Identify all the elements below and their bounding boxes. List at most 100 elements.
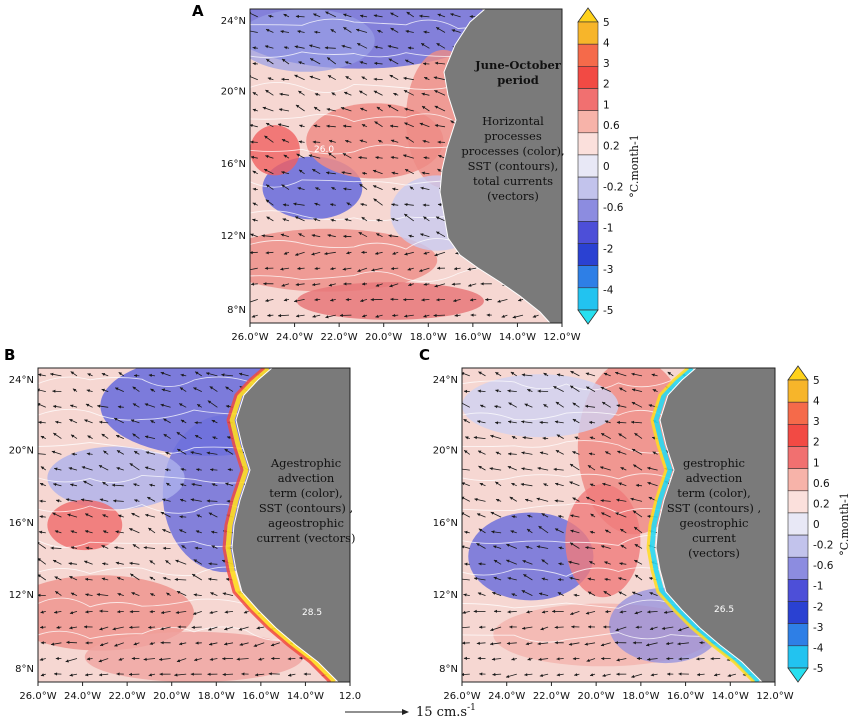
- colorbar-bin: [577, 265, 599, 289]
- colorbar-bin: [577, 43, 599, 67]
- colorbar-label: 5: [813, 375, 820, 387]
- panel-a: A June-October period Horizontal process…: [192, 2, 581, 343]
- colorbar-bin: [787, 534, 809, 558]
- colorbar-bin: [787, 379, 809, 403]
- lon-label: 22.0°W: [533, 691, 570, 702]
- colorbar-label: 2: [603, 79, 610, 91]
- reference-vector-label: 15 cm.s-1: [416, 703, 476, 720]
- panel-b: B Agestrophic advection term (color), SS…: [4, 346, 361, 702]
- colorbar-label: 3: [603, 58, 610, 70]
- lat-label: 12°N: [9, 590, 34, 601]
- lon-label: 26.0°W: [443, 691, 480, 702]
- panel-a-annotation-line-4: SST (contours),: [468, 159, 559, 173]
- colorbar-label: 2: [813, 437, 820, 449]
- lat-label: 16°N: [221, 159, 246, 170]
- colorbar-unit: °C.month-1: [628, 134, 641, 197]
- panel-c: C gestrophic advection term (color), SST…: [419, 346, 794, 702]
- panel-b-annotation-line-4: SST (contours) ,: [259, 501, 353, 515]
- lon-label: 18.0°W: [198, 691, 235, 702]
- colorbar-bin: [787, 401, 809, 425]
- lon-label: 12.0°W: [756, 691, 793, 702]
- colorbar-bin: [787, 556, 809, 580]
- lat-label: 16°N: [9, 518, 34, 529]
- panel-b-axis-labels: 24°N 20°N 16°N 12°N 8°N 26.0°W 24.0°W 22.0°W 20.…: [9, 375, 361, 702]
- panel-a-axis-labels: 24°N 20°N 16°N 12°N 8°N 26.0°W 24.0°W 22.0°W 20.…: [221, 16, 581, 343]
- colorbar-label: 5: [603, 17, 610, 29]
- panel-b-map: [37, 367, 351, 686]
- panel-b-annotation: Agestrophic advection term (color), SST …: [257, 456, 356, 545]
- colorbar-label: -5: [813, 663, 823, 675]
- lon-label: 16.0°W: [667, 691, 704, 702]
- colorbar-max-cap: [577, 7, 599, 23]
- colorbar-bin: [577, 88, 599, 112]
- panel-c-annotation-line-6: current: [692, 531, 736, 545]
- colorbar-bin: [787, 579, 809, 602]
- lat-label: 8°N: [439, 664, 458, 675]
- contour-label: 26.0: [314, 145, 334, 155]
- colorbar-bin: [577, 154, 599, 178]
- panel-c-axis-labels: 24°N 20°N 16°N 12°N 8°N 26.0°W 24.0°W 22.0°W 20.…: [433, 375, 794, 702]
- colorbar-bin: [787, 601, 809, 625]
- panel-a-annotation-line-6: (vectors): [487, 189, 539, 203]
- lon-label: 14.0°W: [712, 691, 749, 702]
- colorbar-bin: [577, 21, 599, 45]
- colorbar-label: -5: [603, 305, 613, 317]
- colorbar-label: -2: [603, 243, 613, 255]
- lat-label: 20°N: [221, 87, 246, 98]
- colorbar-bin: [577, 176, 599, 200]
- colorbar-bin: [577, 132, 599, 156]
- colorbar-unit: °C.month-1: [838, 492, 851, 555]
- panel-a-annotation-line-1: Horizontal: [482, 114, 544, 128]
- colorbar-bottom: 5 4 3 2 1 0.6 0.2 0 -0.2 -0.6 -1 -2 -3 -4 -5 °C.month-1: [787, 365, 851, 683]
- panel-c-annotation-line-2: advection: [686, 471, 743, 485]
- lat-label: 12°N: [433, 590, 458, 601]
- colorbar-min-cap: [787, 667, 809, 683]
- colorbar-label: 3: [813, 416, 820, 428]
- panel-b-annotation-line-5: ageostrophic: [268, 516, 344, 530]
- lon-label: 18.0°W: [622, 691, 659, 702]
- colorbar-bin: [787, 468, 809, 492]
- colorbar-label: -3: [813, 622, 823, 634]
- lon-label: 26.0°W: [231, 332, 268, 343]
- panel-b-annotation-line-1: Agestrophic: [270, 456, 341, 470]
- reference-vector: 15 cm.s-1: [345, 703, 476, 720]
- contour-label: 26.5: [714, 605, 734, 615]
- lon-label: 20.0°W: [365, 332, 402, 343]
- panel-a-annotation: June-October period Horizontal processes…: [461, 58, 564, 203]
- colorbar-label: 4: [813, 396, 820, 408]
- colorbar-label: -4: [603, 284, 614, 296]
- panel-c-annotation: gestrophic advection term (color), SST (…: [667, 456, 761, 560]
- lat-label: 24°N: [221, 16, 246, 27]
- land: [655, 368, 775, 682]
- colorbar-bin: [577, 243, 599, 267]
- colorbar-bin: [787, 512, 809, 536]
- colorbar-label: -0.6: [603, 202, 624, 214]
- lon-label: 18.0°W: [410, 332, 447, 343]
- colorbar-label: 0.2: [813, 498, 830, 510]
- lat-label: 24°N: [433, 375, 458, 386]
- panel-a-annotation-line-5: total currents: [473, 174, 553, 188]
- colorbar-label: -3: [603, 264, 613, 276]
- colorbar-bin: [787, 623, 809, 647]
- colorbar-label: -4: [813, 642, 824, 654]
- lat-label: 20°N: [9, 446, 34, 457]
- colorbar-bin: [787, 645, 809, 669]
- lon-label: 14.0°W: [499, 332, 536, 343]
- colorbar-bin: [577, 287, 599, 311]
- lat-label: 8°N: [15, 664, 34, 675]
- colorbar-label: 0.6: [813, 478, 830, 490]
- colorbar-bin: [787, 490, 809, 514]
- colorbar-label: 0: [813, 519, 820, 531]
- panel-a-annotation-line-3: processes (color),: [461, 144, 564, 158]
- panel-c-annotation-line-7: (vectors): [688, 546, 740, 560]
- lon-label: 22.0°W: [321, 332, 358, 343]
- panel-b-annotation-line-6: current (vectors): [257, 531, 356, 545]
- lon-label: 26.0°W: [19, 691, 56, 702]
- lon-label: 24.0°W: [64, 691, 101, 702]
- colorbar-bin: [787, 446, 809, 470]
- colorbar-label: -2: [813, 601, 823, 613]
- lon-label: 24.0°W: [276, 332, 313, 343]
- colorbar-bin: [577, 66, 599, 89]
- panel-a-title-line-1: June-October: [474, 58, 562, 72]
- panel-a-letter: A: [192, 2, 204, 20]
